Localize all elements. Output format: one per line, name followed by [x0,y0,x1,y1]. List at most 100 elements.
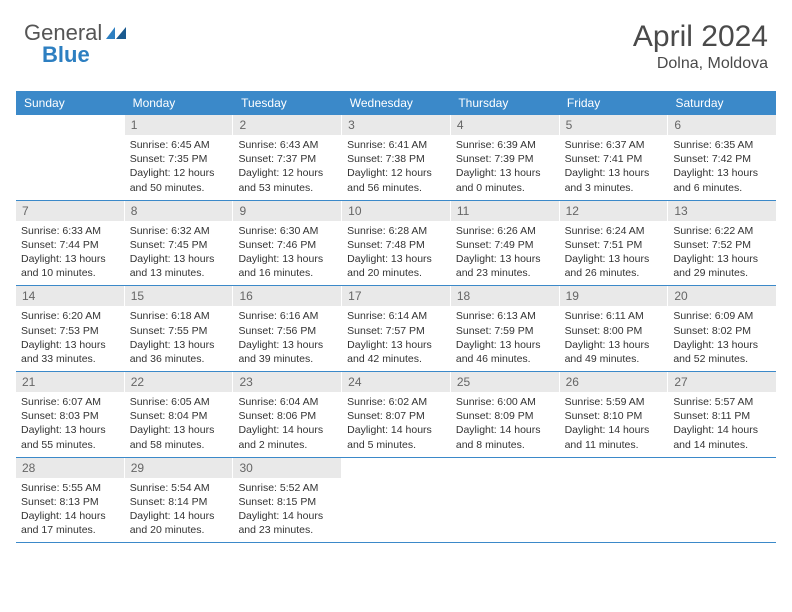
weekday-sunday: Sunday [16,91,125,115]
day-cell: 20Sunrise: 6:09 AMSunset: 8:02 PMDayligh… [668,286,776,371]
day-content: Sunrise: 6:30 AMSunset: 7:46 PMDaylight:… [233,221,341,286]
day-number: 30 [233,458,341,478]
week-row: 21Sunrise: 6:07 AMSunset: 8:03 PMDayligh… [16,372,776,458]
day-cell: 17Sunrise: 6:14 AMSunset: 7:57 PMDayligh… [342,286,451,371]
day-cell: 25Sunrise: 6:00 AMSunset: 8:09 PMDayligh… [451,372,560,457]
day-cell: 13Sunrise: 6:22 AMSunset: 7:52 PMDayligh… [668,201,776,286]
day-cell: 26Sunrise: 5:59 AMSunset: 8:10 PMDayligh… [560,372,669,457]
day-cell: 12Sunrise: 6:24 AMSunset: 7:51 PMDayligh… [560,201,669,286]
day-content: Sunrise: 6:37 AMSunset: 7:41 PMDaylight:… [560,135,668,200]
day-cell: 21Sunrise: 6:07 AMSunset: 8:03 PMDayligh… [16,372,125,457]
day-cell-empty [16,115,125,200]
day-cell: 24Sunrise: 6:02 AMSunset: 8:07 PMDayligh… [342,372,451,457]
day-content: Sunrise: 6:22 AMSunset: 7:52 PMDaylight:… [668,221,776,286]
day-number: 22 [125,372,233,392]
day-cell: 16Sunrise: 6:16 AMSunset: 7:56 PMDayligh… [233,286,342,371]
day-number: 3 [342,115,450,135]
day-number: 14 [16,286,124,306]
day-number: 11 [451,201,559,221]
day-content: Sunrise: 6:00 AMSunset: 8:09 PMDaylight:… [451,392,559,457]
day-number: 25 [451,372,559,392]
day-number: 16 [233,286,341,306]
week-row: 14Sunrise: 6:20 AMSunset: 7:53 PMDayligh… [16,286,776,372]
day-number: 29 [125,458,233,478]
day-content: Sunrise: 6:18 AMSunset: 7:55 PMDaylight:… [125,306,233,371]
weeks-container: 1Sunrise: 6:45 AMSunset: 7:35 PMDaylight… [16,115,776,543]
day-number: 7 [16,201,124,221]
day-number: 24 [342,372,450,392]
day-content: Sunrise: 6:05 AMSunset: 8:04 PMDaylight:… [125,392,233,457]
day-number: 2 [233,115,341,135]
week-row: 7Sunrise: 6:33 AMSunset: 7:44 PMDaylight… [16,201,776,287]
day-cell: 5Sunrise: 6:37 AMSunset: 7:41 PMDaylight… [560,115,669,200]
week-row: 1Sunrise: 6:45 AMSunset: 7:35 PMDaylight… [16,115,776,201]
day-number: 26 [560,372,668,392]
day-cell: 28Sunrise: 5:55 AMSunset: 8:13 PMDayligh… [16,458,125,543]
day-content: Sunrise: 6:02 AMSunset: 8:07 PMDaylight:… [342,392,450,457]
day-cell: 23Sunrise: 6:04 AMSunset: 8:06 PMDayligh… [233,372,342,457]
day-number: 19 [560,286,668,306]
day-number: 4 [451,115,559,135]
day-cell: 30Sunrise: 5:52 AMSunset: 8:15 PMDayligh… [233,458,342,543]
day-content: Sunrise: 6:11 AMSunset: 8:00 PMDaylight:… [560,306,668,371]
day-cell: 9Sunrise: 6:30 AMSunset: 7:46 PMDaylight… [233,201,342,286]
day-content: Sunrise: 6:13 AMSunset: 7:59 PMDaylight:… [451,306,559,371]
day-number: 12 [560,201,668,221]
weekday-friday: Friday [559,91,668,115]
day-content: Sunrise: 6:20 AMSunset: 7:53 PMDaylight:… [16,306,124,371]
weekday-header: SundayMondayTuesdayWednesdayThursdayFrid… [16,91,776,115]
day-number: 23 [233,372,341,392]
day-number: 28 [16,458,124,478]
day-content: Sunrise: 6:39 AMSunset: 7:39 PMDaylight:… [451,135,559,200]
day-number: 18 [451,286,559,306]
day-content: Sunrise: 6:14 AMSunset: 7:57 PMDaylight:… [342,306,450,371]
day-cell-empty [560,458,669,543]
logo-icon [106,25,128,41]
day-cell: 7Sunrise: 6:33 AMSunset: 7:44 PMDaylight… [16,201,125,286]
header: General Blue April 2024 Dolna, Moldova [0,0,792,83]
day-cell: 6Sunrise: 6:35 AMSunset: 7:42 PMDaylight… [668,115,776,200]
day-number: 13 [668,201,776,221]
day-content: Sunrise: 6:16 AMSunset: 7:56 PMDaylight:… [233,306,341,371]
day-cell: 8Sunrise: 6:32 AMSunset: 7:45 PMDaylight… [125,201,234,286]
day-content: Sunrise: 5:52 AMSunset: 8:15 PMDaylight:… [233,478,341,543]
day-number: 20 [668,286,776,306]
day-cell: 27Sunrise: 5:57 AMSunset: 8:11 PMDayligh… [668,372,776,457]
page-title: April 2024 [633,20,768,53]
day-cell: 18Sunrise: 6:13 AMSunset: 7:59 PMDayligh… [451,286,560,371]
day-content: Sunrise: 6:24 AMSunset: 7:51 PMDaylight:… [560,221,668,286]
day-cell-empty [342,458,451,543]
day-content: Sunrise: 5:55 AMSunset: 8:13 PMDaylight:… [16,478,124,543]
logo: General Blue [24,20,128,46]
weekday-monday: Monday [125,91,234,115]
day-cell: 4Sunrise: 6:39 AMSunset: 7:39 PMDaylight… [451,115,560,200]
day-content: Sunrise: 6:07 AMSunset: 8:03 PMDaylight:… [16,392,124,457]
day-content: Sunrise: 6:45 AMSunset: 7:35 PMDaylight:… [125,135,233,200]
logo-text-blue: Blue [42,42,90,67]
day-content: Sunrise: 5:57 AMSunset: 8:11 PMDaylight:… [668,392,776,457]
calendar: SundayMondayTuesdayWednesdayThursdayFrid… [16,91,776,543]
day-content: Sunrise: 6:35 AMSunset: 7:42 PMDaylight:… [668,135,776,200]
day-cell: 22Sunrise: 6:05 AMSunset: 8:04 PMDayligh… [125,372,234,457]
day-cell: 2Sunrise: 6:43 AMSunset: 7:37 PMDaylight… [233,115,342,200]
day-number: 21 [16,372,124,392]
day-number: 10 [342,201,450,221]
day-number: 1 [125,115,233,135]
weekday-tuesday: Tuesday [233,91,342,115]
day-cell: 19Sunrise: 6:11 AMSunset: 8:00 PMDayligh… [560,286,669,371]
day-content: Sunrise: 6:43 AMSunset: 7:37 PMDaylight:… [233,135,341,200]
title-block: April 2024 Dolna, Moldova [633,20,768,73]
day-number: 5 [560,115,668,135]
day-cell: 14Sunrise: 6:20 AMSunset: 7:53 PMDayligh… [16,286,125,371]
day-cell: 15Sunrise: 6:18 AMSunset: 7:55 PMDayligh… [125,286,234,371]
day-content: Sunrise: 5:54 AMSunset: 8:14 PMDaylight:… [125,478,233,543]
day-content: Sunrise: 6:26 AMSunset: 7:49 PMDaylight:… [451,221,559,286]
location-label: Dolna, Moldova [633,55,768,73]
day-cell: 10Sunrise: 6:28 AMSunset: 7:48 PMDayligh… [342,201,451,286]
day-content: Sunrise: 6:32 AMSunset: 7:45 PMDaylight:… [125,221,233,286]
weekday-wednesday: Wednesday [342,91,451,115]
day-content: Sunrise: 6:41 AMSunset: 7:38 PMDaylight:… [342,135,450,200]
day-number: 15 [125,286,233,306]
day-cell: 1Sunrise: 6:45 AMSunset: 7:35 PMDaylight… [125,115,234,200]
day-content: Sunrise: 6:28 AMSunset: 7:48 PMDaylight:… [342,221,450,286]
